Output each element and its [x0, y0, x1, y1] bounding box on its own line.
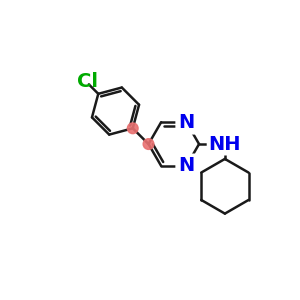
Circle shape — [143, 139, 154, 149]
Text: N: N — [178, 113, 194, 132]
Text: NH: NH — [208, 135, 241, 154]
Circle shape — [128, 123, 138, 134]
Text: Cl: Cl — [77, 73, 98, 92]
Text: N: N — [178, 156, 194, 176]
